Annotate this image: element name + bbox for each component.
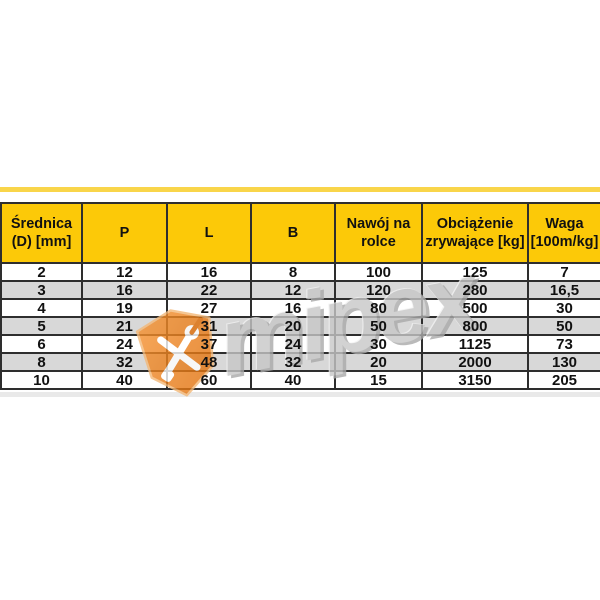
table-cell: 3150	[421, 370, 529, 390]
table-cell: 80	[334, 298, 423, 318]
rope-spec-table: Średnica (D) [mm] P L B Nawój na rolce Obciąż…	[0, 202, 600, 390]
table-cell: 6	[0, 334, 83, 354]
table-row: 4 19 27 16 80 500 30	[0, 298, 600, 318]
table-cell: 22	[166, 280, 252, 300]
table-cell: 16,5	[527, 280, 600, 300]
header-cell: Nawój na rolce	[334, 202, 423, 264]
table-cell: 31	[166, 316, 252, 336]
header-cell: L	[166, 202, 252, 264]
table-cell: 32	[81, 352, 168, 372]
header-cell: Średnica (D) [mm]	[0, 202, 83, 264]
table-cell: 205	[527, 370, 600, 390]
table-cell: 1125	[421, 334, 529, 354]
header-cell: P	[81, 202, 168, 264]
table-cell: 12	[250, 280, 336, 300]
table-cell: 5	[0, 316, 83, 336]
table-cell: 10	[0, 370, 83, 390]
table-cell: 50	[334, 316, 423, 336]
table-row: 2 12 16 8 100 125 7	[0, 262, 600, 282]
table-cell: 3	[0, 280, 83, 300]
table-cell: 30	[334, 334, 423, 354]
header-row: Średnica (D) [mm] P L B Nawój na rolce Obciąż…	[0, 202, 600, 264]
table-cell: 27	[166, 298, 252, 318]
table-cell: 20	[334, 352, 423, 372]
table-cell: 2000	[421, 352, 529, 372]
table-cell: 130	[527, 352, 600, 372]
table-cell: 50	[527, 316, 600, 336]
table-cell: 24	[81, 334, 168, 354]
table-cell: 7	[527, 262, 600, 282]
bottom-gray-strip	[0, 392, 600, 397]
table-cell: 37	[166, 334, 252, 354]
header-cell: Obciążenie zrywające [kg]	[421, 202, 529, 264]
table-cell: 12	[81, 262, 168, 282]
table-cell: 280	[421, 280, 529, 300]
table-cell: 120	[334, 280, 423, 300]
table-row: 5 21 31 20 50 800 50	[0, 316, 600, 336]
table-row: 8 32 48 32 20 2000 130	[0, 352, 600, 372]
table-cell: 16	[166, 262, 252, 282]
table-cell: 32	[250, 352, 336, 372]
table-cell: 21	[81, 316, 168, 336]
table-cell: 24	[250, 334, 336, 354]
table-body: 2 12 16 8 100 125 7 3 16 22 12 120 280 16,5 4 19 27 16 80 5…	[0, 262, 600, 390]
table-cell: 19	[81, 298, 168, 318]
table-cell: 20	[250, 316, 336, 336]
table-cell: 40	[250, 370, 336, 390]
table-row: 6 24 37 24 30 1125 73	[0, 334, 600, 354]
table-cell: 4	[0, 298, 83, 318]
table-cell: 15	[334, 370, 423, 390]
table-cell: 8	[0, 352, 83, 372]
table-cell: 73	[527, 334, 600, 354]
table-cell: 8	[250, 262, 336, 282]
table-cell: 16	[250, 298, 336, 318]
table-cell: 16	[81, 280, 168, 300]
table-cell: 2	[0, 262, 83, 282]
table-row: 10 40 60 40 15 3150 205	[0, 370, 600, 390]
table-cell: 100	[334, 262, 423, 282]
table-cell: 40	[81, 370, 168, 390]
top-yellow-strip	[0, 187, 600, 192]
table-cell: 30	[527, 298, 600, 318]
header-cell: B	[250, 202, 336, 264]
table-row: 3 16 22 12 120 280 16,5	[0, 280, 600, 300]
table-cell: 800	[421, 316, 529, 336]
table-cell: 125	[421, 262, 529, 282]
table-cell: 60	[166, 370, 252, 390]
table-cell: 48	[166, 352, 252, 372]
header-cell: Waga [100m/kg]	[527, 202, 600, 264]
table-cell: 500	[421, 298, 529, 318]
